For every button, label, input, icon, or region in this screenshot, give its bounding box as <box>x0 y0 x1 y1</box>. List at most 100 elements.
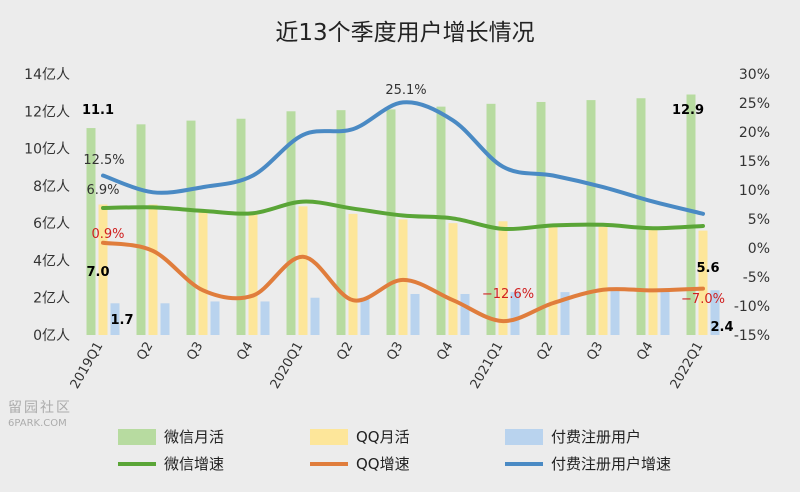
bar-付费注册用户 <box>260 301 270 335</box>
watermark: 留园社区 6PARK.COM <box>8 400 72 429</box>
watermark-line2: 6PARK.COM <box>8 418 67 429</box>
bar-QQ月活 <box>248 213 258 335</box>
data-label: 7.0 <box>86 265 109 280</box>
x-axis-tick: 2021Q1 <box>468 340 507 392</box>
legend-swatch <box>505 429 543 445</box>
bar-微信月活 <box>186 120 196 335</box>
left-axis-tick: 6亿人 <box>33 216 70 232</box>
data-label: 25.1% <box>385 83 426 98</box>
watermark-line1: 留园社区 <box>8 400 72 416</box>
bar-QQ月活 <box>448 223 458 335</box>
data-label: 12.9 <box>672 103 704 118</box>
x-axis-tick: Q2 <box>334 340 356 364</box>
left-axis-tick: 8亿人 <box>33 179 70 195</box>
left-axis-tick: 4亿人 <box>33 253 70 269</box>
data-label-group: 11.1 12.9 7.0 5.6 1.7 2.4 6.9% 0.9% −12.6% −7.0% 1… <box>82 83 734 335</box>
bar-series-group <box>86 94 720 336</box>
line-微信增速 <box>101 199 705 232</box>
bar-付费注册用户 <box>560 292 570 335</box>
line-付费注册用户增速 <box>101 100 705 216</box>
bar-微信月活 <box>236 118 246 335</box>
legend-label: QQ月活 <box>356 428 410 446</box>
x-axis-tick: Q4 <box>234 340 256 364</box>
bar-QQ月活 <box>598 226 608 335</box>
x-axis-tick: Q2 <box>534 340 556 364</box>
bar-QQ月活 <box>648 228 658 335</box>
bar-QQ月活 <box>548 225 558 335</box>
legend-label: 微信增速 <box>164 455 224 473</box>
right-axis-tick: 10% <box>739 183 770 199</box>
bar-QQ月活 <box>98 204 108 335</box>
bar-微信月活 <box>436 106 446 335</box>
data-label: 0.9% <box>91 227 124 242</box>
bar-付费注册用户 <box>310 297 320 335</box>
x-axis-tick: Q4 <box>434 340 456 364</box>
data-label: −7.0% <box>681 292 725 307</box>
right-axis: -15% -10% -5% 0% 5% 10% 15% 20% 25% 30% <box>734 67 770 344</box>
bar-微信月活 <box>336 110 346 335</box>
legend-label: 付费注册用户增速 <box>551 455 671 473</box>
bar-付费注册用户 <box>360 297 370 335</box>
bar-微信月活 <box>686 94 696 335</box>
data-label: 11.1 <box>82 103 114 118</box>
line-series-group <box>101 100 705 324</box>
bar-QQ月活 <box>298 206 308 335</box>
x-axis-tick: 2022Q1 <box>668 340 707 392</box>
data-label: 5.6 <box>696 261 719 276</box>
left-axis-tick: 14亿人 <box>24 67 70 83</box>
x-axis-tick: 2020Q1 <box>268 340 307 392</box>
right-axis-tick: 30% <box>739 67 770 83</box>
bar-微信月活 <box>386 109 396 336</box>
bar-QQ月活 <box>198 211 208 335</box>
legend-label: 微信月活 <box>164 428 224 446</box>
data-label: 1.7 <box>110 313 133 328</box>
line-QQ增速 <box>101 240 705 324</box>
right-axis-tick: 20% <box>739 125 770 141</box>
legend-label: 付费注册用户 <box>551 428 641 446</box>
right-axis-tick: 5% <box>748 212 770 228</box>
bar-微信月活 <box>86 128 96 335</box>
left-axis-tick: 2亿人 <box>33 291 70 307</box>
legend-label: QQ增速 <box>356 455 410 473</box>
x-axis: 2019Q1 Q2 Q3 Q4 2020Q1 Q2 Q3 Q4 2021Q1 Q2 Q3 Q4 2022… <box>68 340 707 392</box>
legend-swatch <box>310 429 348 445</box>
right-axis-tick: -5% <box>743 270 770 286</box>
bar-付费注册用户 <box>660 290 670 335</box>
x-axis-tick: Q4 <box>634 340 656 364</box>
bar-微信月活 <box>486 103 496 335</box>
left-axis-tick: 10亿人 <box>24 142 70 158</box>
bar-付费注册用户 <box>410 293 420 335</box>
bar-微信月活 <box>136 124 146 335</box>
bar-付费注册用户 <box>210 301 220 335</box>
bar-QQ月活 <box>398 219 408 335</box>
bar-QQ月活 <box>348 213 358 335</box>
right-axis-tick: -15% <box>734 328 770 344</box>
left-axis-tick: 0亿人 <box>33 328 70 344</box>
bar-付费注册用户 <box>710 290 720 335</box>
bar-QQ月活 <box>698 230 708 335</box>
data-label: 2.4 <box>710 320 733 335</box>
right-axis-tick: 15% <box>739 154 770 170</box>
left-axis: 0亿人 2亿人 4亿人 6亿人 8亿人 10亿人 12亿人 14亿人 <box>24 67 70 344</box>
bar-微信月活 <box>536 101 546 335</box>
x-axis-tick: Q2 <box>134 340 156 364</box>
bar-付费注册用户 <box>460 293 470 335</box>
data-label: −12.6% <box>482 287 534 302</box>
bar-QQ月活 <box>148 204 158 335</box>
bar-付费注册用户 <box>110 303 120 335</box>
bar-付费注册用户 <box>610 290 620 335</box>
x-axis-tick: Q3 <box>384 340 406 364</box>
right-axis-tick: -10% <box>734 299 770 315</box>
legend-swatch <box>118 429 156 445</box>
bar-付费注册用户 <box>510 292 520 335</box>
x-axis-tick: Q3 <box>184 340 206 364</box>
right-axis-tick: 25% <box>739 96 770 112</box>
bar-微信月活 <box>586 100 596 335</box>
bar-微信月活 <box>636 98 646 335</box>
bar-付费注册用户 <box>160 303 170 335</box>
chart-title: 近13个季度用户增长情况 <box>275 20 534 46</box>
data-label: 6.9% <box>86 183 119 198</box>
x-axis-tick: Q3 <box>584 340 606 364</box>
